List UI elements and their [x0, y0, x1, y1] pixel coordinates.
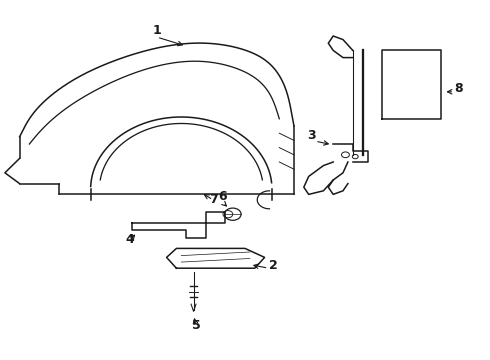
Text: 7: 7 — [209, 193, 218, 206]
Text: 6: 6 — [219, 190, 227, 203]
Text: 3: 3 — [307, 129, 316, 141]
Text: 5: 5 — [192, 319, 200, 332]
Text: 2: 2 — [269, 259, 277, 272]
Text: 4: 4 — [125, 233, 134, 246]
Text: 8: 8 — [454, 82, 463, 95]
Text: 1: 1 — [152, 24, 161, 37]
